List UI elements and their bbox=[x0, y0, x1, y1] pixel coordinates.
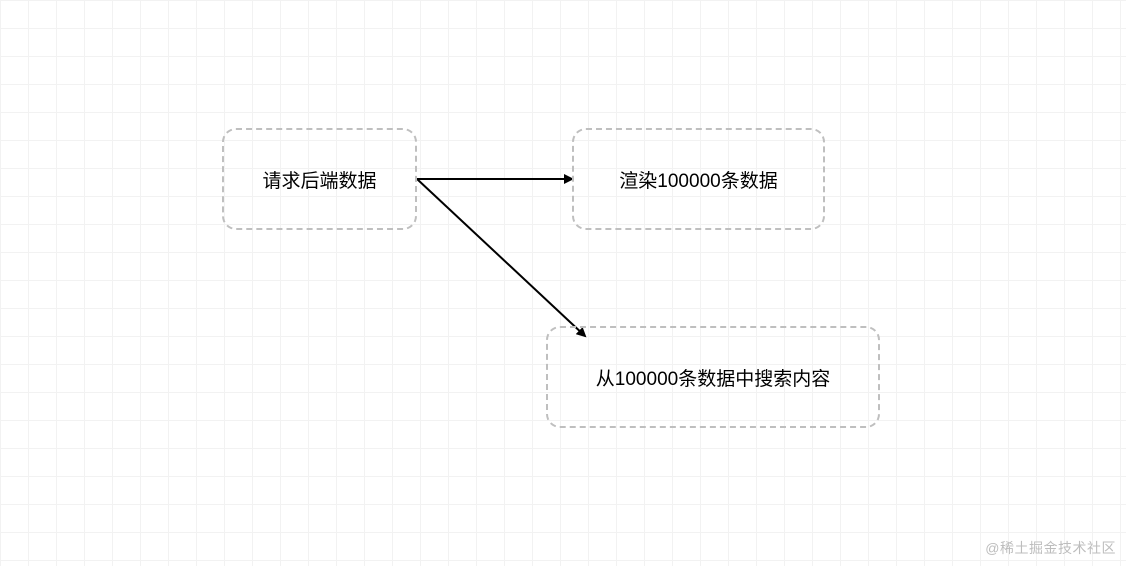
flow-node-n1: 请求后端数据 bbox=[222, 128, 417, 230]
flow-node-n2: 渲染100000条数据 bbox=[572, 128, 825, 230]
flow-node-label: 渲染100000条数据 bbox=[619, 166, 777, 193]
watermark-text: @稀土掘金技术社区 bbox=[985, 540, 1116, 556]
flow-node-label: 请求后端数据 bbox=[262, 166, 376, 193]
watermark: @稀土掘金技术社区 bbox=[985, 538, 1116, 558]
flow-node-n3: 从100000条数据中搜索内容 bbox=[546, 326, 880, 428]
flow-node-label: 从100000条数据中搜索内容 bbox=[596, 364, 830, 391]
canvas-grid bbox=[0, 0, 1126, 566]
